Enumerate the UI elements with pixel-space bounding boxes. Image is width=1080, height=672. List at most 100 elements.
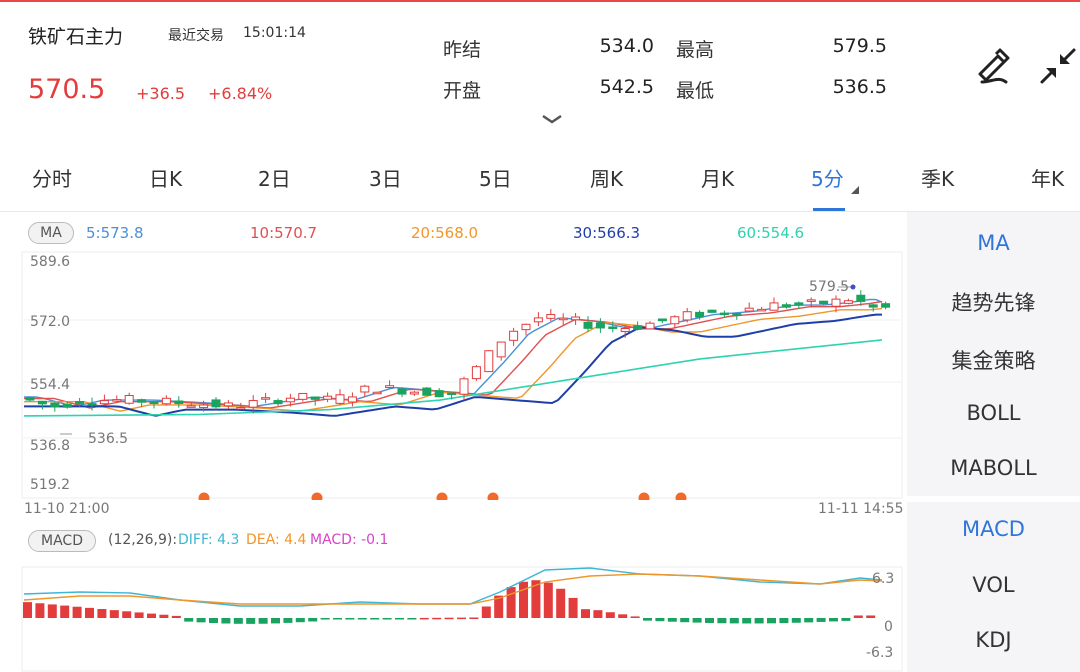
- tab-week-k[interactable]: 周K: [590, 167, 624, 191]
- high-marker-label: 579.5: [809, 279, 850, 295]
- candle-body: [484, 350, 494, 373]
- draw-pen-icon[interactable]: [972, 44, 1016, 88]
- side-item-kdj[interactable]: KDJ: [975, 628, 1012, 652]
- candle-body: [831, 298, 841, 307]
- high-label: 最高: [676, 39, 715, 61]
- tab-3-day[interactable]: 3日: [369, 167, 402, 191]
- ma60-label: 60:554.6: [737, 224, 805, 242]
- macd-bar: [829, 618, 838, 622]
- candle-body: [360, 385, 370, 393]
- side-item-boll[interactable]: BOLL: [966, 401, 1021, 425]
- macd-bar: [47, 604, 57, 618]
- macd-bar: [134, 612, 144, 618]
- candle-body: [806, 299, 816, 302]
- macd-line: [23, 567, 883, 607]
- macd-bar: [742, 618, 752, 624]
- ma-indicator-button[interactable]: MA: [28, 222, 74, 244]
- side-item-gold-strategy[interactable]: 集金策略: [951, 349, 1036, 373]
- macd-bar: [717, 618, 727, 624]
- candle-body: [99, 400, 109, 405]
- signal-dot: [638, 492, 650, 500]
- ma-line: [24, 307, 883, 412]
- side-item-vol[interactable]: VOL: [972, 573, 1015, 597]
- candle-body: [757, 308, 767, 312]
- macd-bar: [506, 587, 516, 618]
- y-tick-589: 589.6: [30, 254, 71, 270]
- macd-bar: [171, 615, 181, 618]
- kline-chart[interactable]: [0, 250, 905, 500]
- candle-body: [372, 391, 382, 395]
- candle-body: [124, 394, 134, 404]
- macd-bar: [60, 605, 70, 618]
- tab-day-k[interactable]: 日K: [149, 167, 183, 191]
- candle-body: [447, 392, 457, 396]
- macd-value: MACD: -0.1: [310, 532, 389, 548]
- macd-bar: [593, 610, 603, 618]
- candle-body: [434, 390, 444, 398]
- indicator-side-panel: [907, 212, 1080, 672]
- candle-body: [769, 302, 779, 311]
- candle-body: [285, 397, 295, 403]
- y-tick-572: 572.0: [30, 314, 71, 330]
- ma20-label: 20:568.0: [411, 224, 479, 242]
- macd-bar: [246, 618, 256, 624]
- x-axis-end: 11-11 14:55: [818, 501, 904, 517]
- side-panel-divider: [907, 496, 1080, 502]
- candle-body: [620, 327, 630, 333]
- macd-bar: [779, 618, 789, 624]
- side-item-maboll[interactable]: MABOLL: [950, 456, 1037, 480]
- macd-bar: [481, 606, 491, 618]
- macd-bar: [147, 613, 156, 618]
- macd-params: (12,26,9):: [108, 532, 178, 548]
- macd-indicator-button[interactable]: MACD: [28, 530, 96, 552]
- side-item-ma[interactable]: MA: [977, 231, 1010, 255]
- macd-bar: [209, 618, 218, 623]
- top-accent-line: [0, 0, 1080, 2]
- tab-year-k[interactable]: 年K: [1031, 167, 1065, 191]
- tab-2-day[interactable]: 2日: [258, 167, 291, 191]
- macd-tick-bottom: -6.3: [866, 645, 894, 661]
- macd-bar: [184, 618, 194, 622]
- candle-body: [211, 399, 221, 408]
- macd-bar: [841, 618, 851, 621]
- macd-tick-mid: 0: [884, 619, 893, 635]
- tab-minute[interactable]: 分时: [32, 167, 72, 191]
- ma30-label: 30:566.3: [573, 224, 641, 242]
- ma-line: [24, 313, 882, 417]
- tab-5-min[interactable]: 5分: [811, 167, 844, 191]
- contract-name: 铁矿石主力: [28, 26, 124, 48]
- tab-month-k[interactable]: 月K: [701, 167, 735, 191]
- candle-body: [608, 326, 618, 329]
- candle-body: [707, 309, 717, 313]
- macd-bar: [97, 609, 107, 618]
- price-change-pct: +6.84%: [208, 84, 273, 103]
- macd-bar: [370, 618, 380, 620]
- macd-bar: [519, 581, 528, 618]
- tab-dropdown-indicator-icon[interactable]: [851, 186, 859, 194]
- candle-body: [199, 404, 209, 409]
- macd-bar: [295, 618, 305, 623]
- macd-bar: [853, 615, 863, 618]
- macd-diff: DIFF: 4.3: [178, 532, 240, 548]
- candle-body: [471, 366, 481, 380]
- macd-bar: [122, 611, 132, 618]
- macd-bar: [692, 618, 702, 623]
- candle-body: [682, 311, 692, 321]
- macd-bar: [85, 607, 94, 618]
- candle-body: [62, 403, 72, 408]
- candle-body: [161, 397, 171, 405]
- ma60-line: [23, 339, 883, 417]
- candle-body: [843, 300, 853, 304]
- side-item-trend-pioneer[interactable]: 趋势先锋: [951, 291, 1036, 315]
- macd-chart[interactable]: [0, 566, 905, 672]
- side-item-macd[interactable]: MACD: [962, 517, 1025, 541]
- tab-5-day[interactable]: 5日: [479, 167, 512, 191]
- tab-quarter-k[interactable]: 季K: [921, 167, 955, 191]
- chevron-down-icon[interactable]: [540, 113, 564, 125]
- macd-bar: [618, 614, 628, 618]
- candle-body: [75, 401, 85, 405]
- candle-body: [248, 400, 258, 408]
- trade-time: 15:01:14: [243, 25, 306, 41]
- collapse-fullscreen-icon[interactable]: [1036, 44, 1080, 88]
- candle-body: [347, 396, 357, 403]
